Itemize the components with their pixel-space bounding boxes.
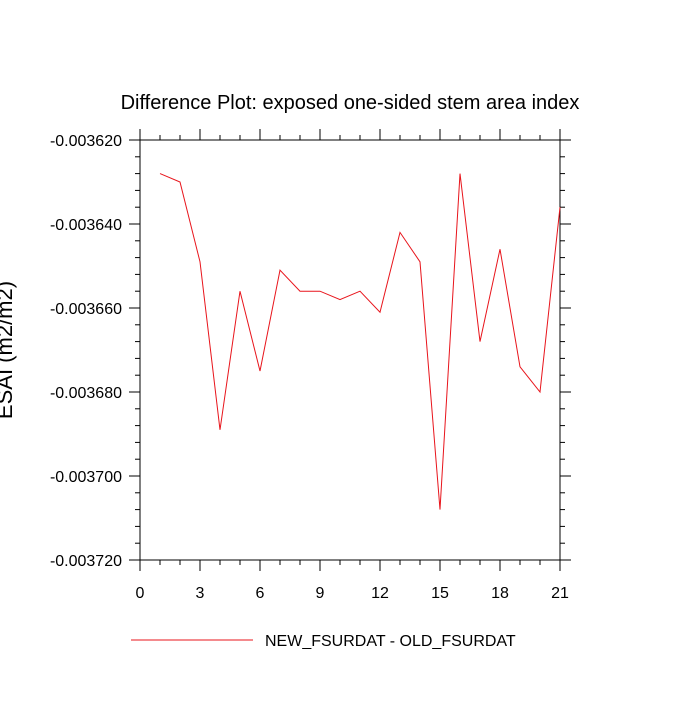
x-tick-label: 15 — [431, 585, 449, 602]
legend-label: NEW_FSURDAT - OLD_FSURDAT — [265, 633, 516, 650]
y-tick-label: -0.003660 — [50, 301, 122, 318]
chart-title: Difference Plot: exposed one-sided stem … — [121, 92, 580, 114]
y-tick-label: -0.003700 — [50, 469, 122, 486]
legend: NEW_FSURDAT - OLD_FSURDAT — [131, 633, 516, 650]
y-tick-label: -0.003620 — [50, 133, 122, 150]
y-tick-label: -0.003680 — [50, 385, 122, 402]
x-tick-label: 12 — [371, 585, 389, 602]
x-tick-label: 0 — [136, 585, 145, 602]
series-line — [159, 173, 561, 510]
plot-frame — [139, 139, 561, 561]
x-tick-label: 21 — [551, 585, 569, 602]
x-tick-label: 6 — [256, 585, 265, 602]
y-axis-label: ESAI (m2/m2) — [0, 281, 17, 419]
x-tick-label: 18 — [491, 585, 509, 602]
x-tick-label: 3 — [196, 585, 205, 602]
y-tick-label: -0.003640 — [50, 217, 122, 234]
plot-area: 0 3 6 9 12 15 18 21 -0.003620 -0.003640 -0.003660 -… — [50, 129, 571, 602]
y-tick-label: -0.003720 — [50, 553, 122, 570]
x-tick-label: 9 — [316, 585, 325, 602]
